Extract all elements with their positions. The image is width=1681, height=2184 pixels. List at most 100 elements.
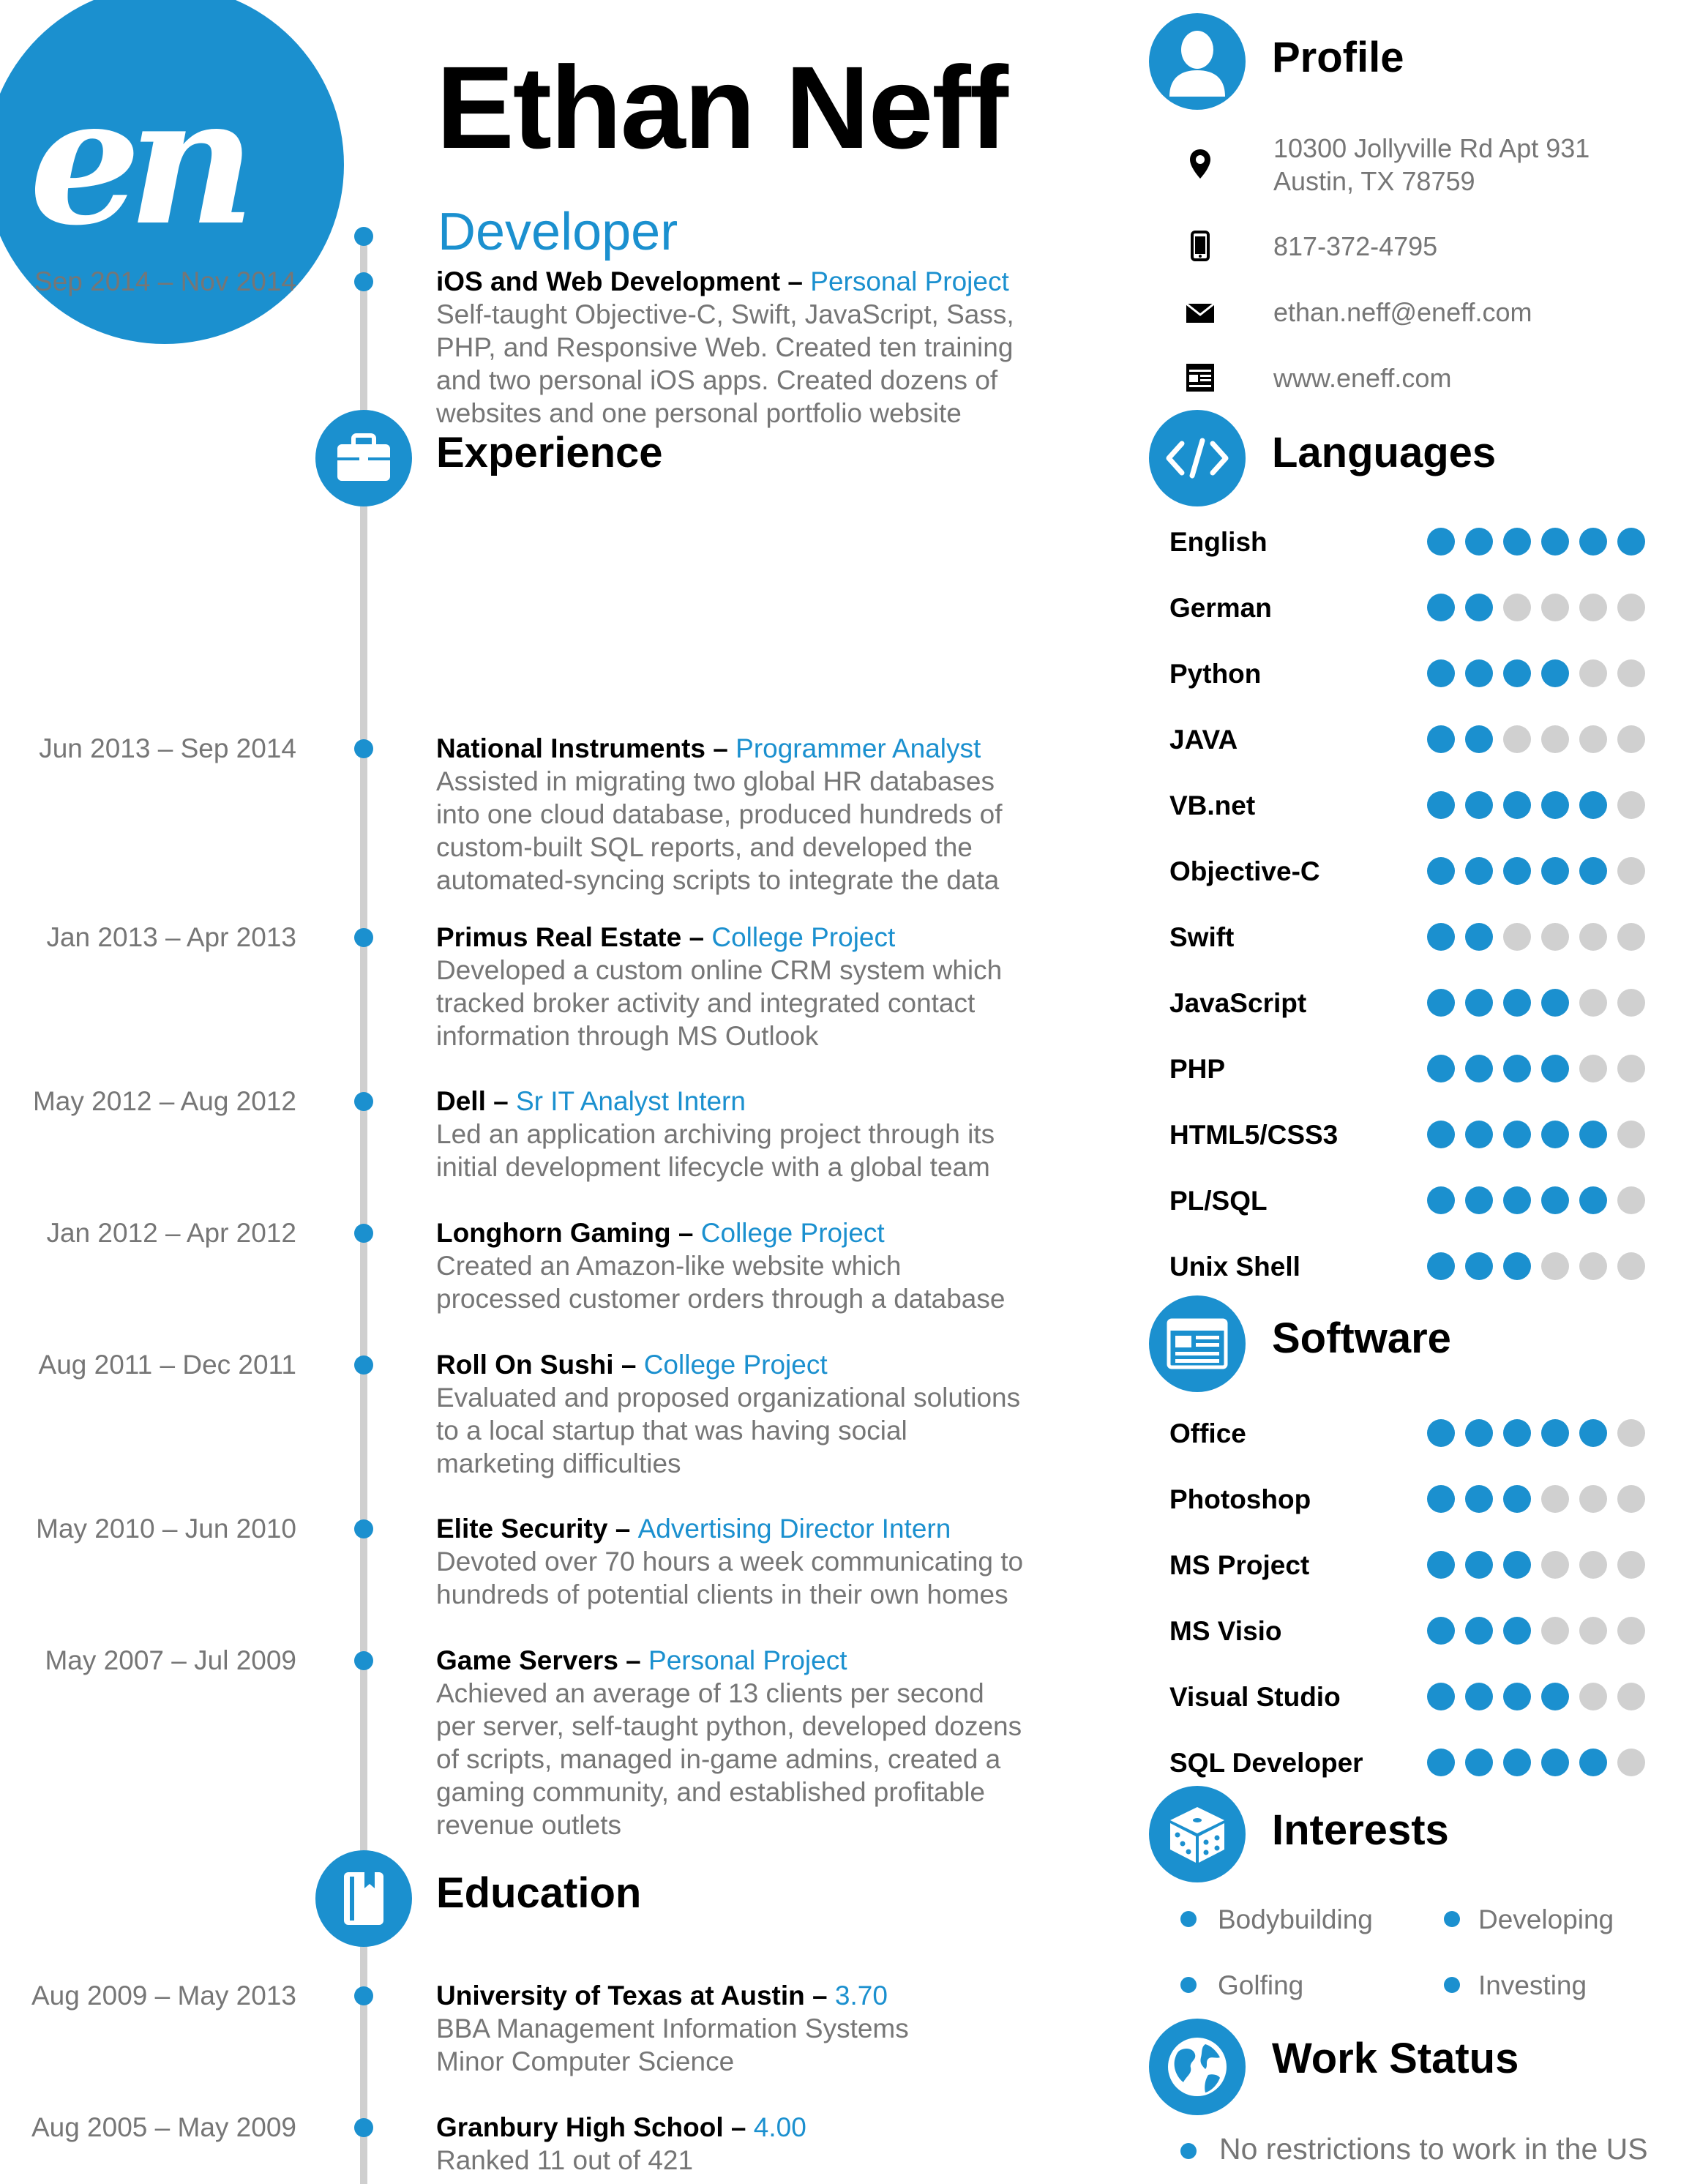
rating-dot-filled bbox=[1541, 791, 1569, 819]
skill-name: Office bbox=[1169, 1418, 1246, 1448]
rating-dot-filled bbox=[1465, 528, 1493, 556]
timeline-dot bbox=[354, 1519, 373, 1538]
entry-description-line: and two personal iOS apps. Created dozen… bbox=[436, 365, 998, 395]
skill-name: German bbox=[1169, 593, 1272, 623]
rating-dot-filled bbox=[1579, 857, 1607, 885]
entry-description-line: revenue outlets bbox=[436, 1810, 622, 1840]
entry-date: May 2012 – Aug 2012 bbox=[32, 1086, 296, 1116]
bullet-icon bbox=[1444, 1977, 1460, 1993]
rating-dot-empty bbox=[1579, 1252, 1607, 1280]
rating-dot-filled bbox=[1427, 725, 1455, 753]
rating-dot-filled bbox=[1541, 989, 1569, 1017]
entry-date: Sep 2014 – Nov 2014 bbox=[34, 266, 296, 296]
entry-school: Granbury High School bbox=[436, 2112, 724, 2142]
rating-dot-filled bbox=[1465, 659, 1493, 687]
skill-name: MS Visio bbox=[1169, 1616, 1282, 1646]
education-entry: Granbury High School – 4.00 Ranked 11 out… bbox=[436, 2111, 1044, 2177]
interest-item: Golfing bbox=[1218, 1970, 1304, 2000]
rating-dot-filled bbox=[1427, 1551, 1455, 1579]
entry-date: Jan 2012 – Apr 2012 bbox=[46, 1218, 296, 1248]
rating-dot-filled bbox=[1427, 1485, 1455, 1513]
rating-dot-filled bbox=[1465, 594, 1493, 621]
rating-dot-filled bbox=[1427, 791, 1455, 819]
entry-date: Aug 2009 – May 2013 bbox=[31, 1981, 296, 2011]
entry-separator: – bbox=[705, 733, 736, 763]
rating-dot-empty bbox=[1617, 594, 1645, 621]
entry-description-line: PHP, and Responsive Web. Created ten tra… bbox=[436, 332, 1014, 362]
rating-dot-filled bbox=[1579, 1419, 1607, 1447]
rating-dot-empty bbox=[1617, 1252, 1645, 1280]
rating-dot-filled bbox=[1579, 1749, 1607, 1776]
entry-date: Jun 2013 – Sep 2014 bbox=[39, 733, 296, 763]
rating-dot-filled bbox=[1579, 1186, 1607, 1214]
timeline-line bbox=[360, 233, 367, 2184]
rating-dot-filled bbox=[1503, 857, 1531, 885]
user-icon bbox=[1149, 13, 1246, 110]
rating-dot-empty bbox=[1541, 923, 1569, 951]
entry-heading: Dell – Sr IT Analyst Intern bbox=[436, 1085, 1044, 1118]
experience-entry: Roll On Sushi – College Project Evaluated… bbox=[436, 1348, 1044, 1480]
timeline-dot bbox=[354, 739, 373, 758]
dice-icon bbox=[1149, 1786, 1246, 1882]
entry-company: Roll On Sushi bbox=[436, 1350, 614, 1380]
entry-separator: – bbox=[607, 1514, 638, 1544]
rating-dot-empty bbox=[1503, 923, 1531, 951]
rating-dot-filled bbox=[1503, 1551, 1531, 1579]
entry-company: Dell bbox=[436, 1086, 486, 1116]
skill-name: PL/SQL bbox=[1169, 1186, 1268, 1216]
rating-dot-filled bbox=[1427, 1749, 1455, 1776]
skill-name: VB.net bbox=[1169, 790, 1256, 820]
rating-dot-filled bbox=[1427, 1419, 1455, 1447]
rating-dot-empty bbox=[1579, 1055, 1607, 1082]
skill-name: Python bbox=[1169, 659, 1262, 689]
work-status-text: No restrictions to work in the US bbox=[1219, 2132, 1648, 2166]
rating-dot-empty bbox=[1579, 659, 1607, 687]
rating-dot-filled bbox=[1541, 1419, 1569, 1447]
entry-date: Aug 2011 – Dec 2011 bbox=[38, 1350, 296, 1380]
rating-dot-filled bbox=[1541, 1121, 1569, 1148]
book-icon bbox=[315, 1850, 412, 1947]
phone-number[interactable]: 817-372-4795 bbox=[1273, 231, 1438, 261]
skill-name: Objective-C bbox=[1169, 856, 1320, 886]
website-url[interactable]: www.eneff.com bbox=[1273, 363, 1452, 393]
rating-dot-empty bbox=[1617, 1683, 1645, 1710]
timeline-dot bbox=[354, 1986, 373, 2005]
rating-dot-filled bbox=[1541, 1683, 1569, 1710]
rating-dot-filled bbox=[1465, 725, 1493, 753]
rating-dot-filled bbox=[1427, 923, 1455, 951]
entry-description-line: websites and one personal portfolio webs… bbox=[436, 398, 962, 428]
rating-dot-filled bbox=[1465, 791, 1493, 819]
rating-dot-filled bbox=[1541, 1749, 1569, 1776]
entry-description-line: tracked broker activity and integrated c… bbox=[436, 988, 976, 1018]
rating-dot-empty bbox=[1579, 989, 1607, 1017]
entry-separator: – bbox=[613, 1350, 644, 1380]
rating-dot-filled bbox=[1541, 1186, 1569, 1214]
rating-dot-filled bbox=[1427, 1186, 1455, 1214]
entry-heading: Elite Security – Advertising Director In… bbox=[436, 1512, 1044, 1545]
email-address[interactable]: ethan.neff@eneff.com bbox=[1273, 297, 1532, 327]
rating-dot-filled bbox=[1465, 1121, 1493, 1148]
rating-dot-empty bbox=[1541, 725, 1569, 753]
profile-heading: Profile bbox=[1272, 34, 1404, 81]
rating-dot-filled bbox=[1503, 1419, 1531, 1447]
globe-icon bbox=[1149, 2019, 1246, 2115]
timeline-dot bbox=[354, 227, 373, 246]
experience-entry: Dell – Sr IT Analyst Intern Led an applic… bbox=[436, 1085, 1044, 1183]
software-heading: Software bbox=[1272, 1314, 1451, 1362]
rating-dot-empty bbox=[1579, 594, 1607, 621]
rating-dot-filled bbox=[1503, 1749, 1531, 1776]
work-status-heading: Work Status bbox=[1272, 2035, 1519, 2082]
entry-company: Game Servers bbox=[436, 1645, 618, 1675]
rating-dot-empty bbox=[1579, 1551, 1607, 1579]
entry-separator: – bbox=[618, 1645, 649, 1675]
rating-dot-filled bbox=[1465, 1186, 1493, 1214]
rating-dot-filled bbox=[1427, 989, 1455, 1017]
entry-role: College Project bbox=[700, 1218, 885, 1248]
entry-description-line: Evaluated and proposed organizational so… bbox=[436, 1383, 1021, 1413]
skill-name: Photoshop bbox=[1169, 1484, 1311, 1514]
entry-heading: National Instruments – Programmer Analys… bbox=[436, 732, 1044, 765]
entry-description-line: initial development lifecycle with a glo… bbox=[436, 1152, 990, 1182]
entry-description-line: of scripts, managed in-game admins, crea… bbox=[436, 1744, 1001, 1774]
entry-company: Elite Security bbox=[436, 1514, 608, 1544]
address-line1: 10300 Jollyville Rd Apt 931 bbox=[1273, 133, 1590, 163]
